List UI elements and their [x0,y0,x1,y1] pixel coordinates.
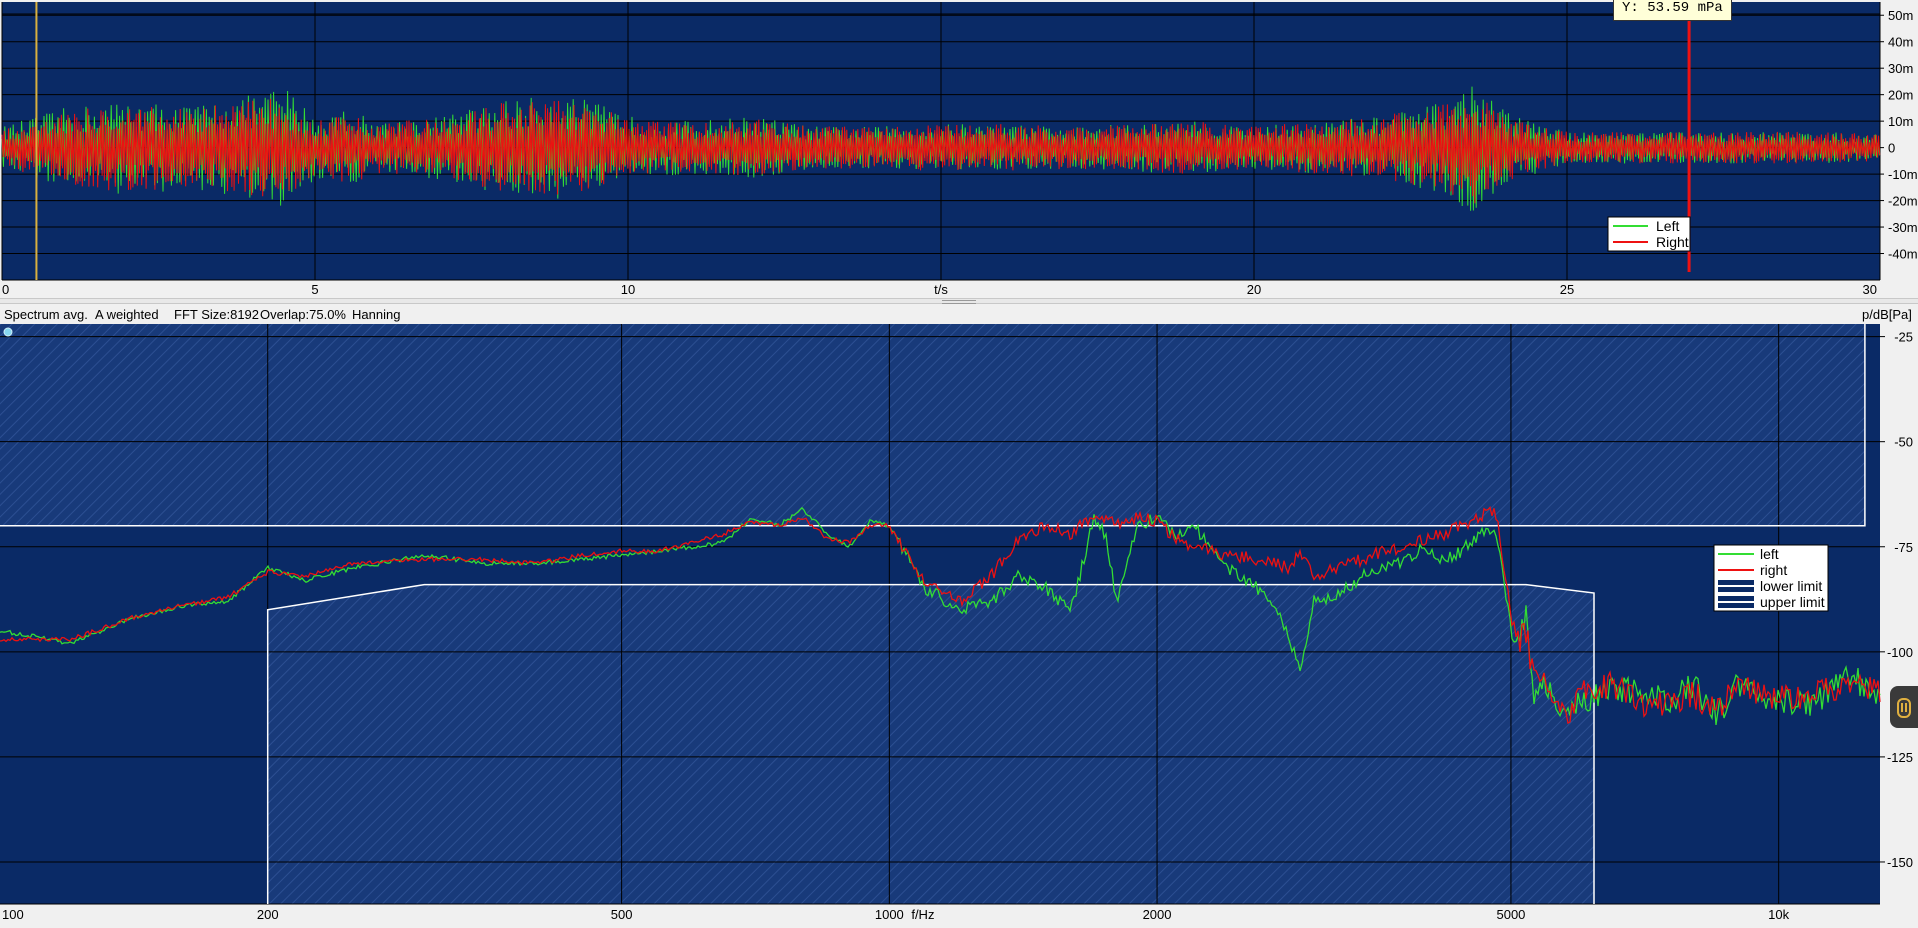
x-tick-label: 0 [2,282,9,297]
x-tick-label: 25 [1560,282,1574,297]
lower-limit-line [266,583,1595,904]
x-tick-label: 20 [1247,282,1261,297]
x-tick-label: 200 [257,907,279,922]
legend-label: upper limit [1760,594,1825,610]
legend-label: left [1760,546,1779,562]
y-tick-label: -25 [1894,330,1913,345]
upper-limit-line [0,324,1866,527]
x-tick-label: 1000 [875,907,904,922]
legend-label: Right [1656,234,1689,250]
y-tick-label: 20m [1888,88,1913,103]
spectrum-info-bar: Spectrum avg. A weighted FFT Size:8192 O… [0,304,1918,324]
overlap-label: Overlap:75.0% [260,307,346,322]
x-tick-label: 30 [1863,282,1877,297]
legend-label: lower limit [1760,578,1822,594]
x-tick-label: 10 [621,282,635,297]
legend-box [1607,216,1691,252]
y-axis-area [1880,0,1918,298]
fft-size-label: FFT Size:8192 [174,307,260,322]
upper-limit-region [0,324,1865,526]
cursor-readout-text: Y: 53.59 mPa [1622,0,1723,16]
weighting-label: A weighted [95,307,159,322]
marker-dot [3,327,13,337]
time-waveform-panel[interactable]: 50m 40m 30m 20m 10m 0 -10m -20m -30m -40m 0 5 10 t/s 2… [0,0,1918,298]
x-tick-label: 10k [1768,907,1789,922]
right-waveform [1,98,1881,204]
cursor-readout: Y: 53.59 mPa [1613,0,1732,21]
x-tick-label: t/s [934,282,948,297]
y-tick-label: 50m [1888,8,1913,23]
y-tick-label: -40m [1888,247,1918,262]
spectrum-mode: Spectrum avg. [4,307,88,322]
panel-splitter[interactable] [0,298,1918,304]
x-tick-label: 100 [2,907,24,922]
x-tick-label: 500 [611,907,633,922]
y-tick-label: -50 [1894,435,1913,450]
spectrum-unit-label: p/dB[Pa] [1862,307,1912,322]
x-tick-label: 2000 [1143,907,1172,922]
y-tick-label: 0 [1888,141,1895,156]
clip-icon [1897,698,1911,718]
time-waveform-chart[interactable]: 50m 40m 30m 20m 10m 0 -10m -20m -30m -40m 0 5 10 t/s 2… [0,0,1918,298]
y-tick-label: -125 [1887,750,1913,765]
side-panel-toggle[interactable] [1890,686,1918,728]
lower-limit-region [267,584,1595,904]
spectrum-panel[interactable]: -25 -50 -75 -100 -125 -150 100 200 500 1000 2000 50… [0,324,1918,925]
y-tick-label: 10m [1888,114,1913,129]
left-spectrum-line [0,506,1881,725]
right-spectrum-line [0,506,1881,725]
y-tick-label: 30m [1888,61,1913,76]
y-tick-label: -20m [1888,194,1918,209]
x-tick-label: 5 [311,282,318,297]
spectrum-chart[interactable]: -25 -50 -75 -100 -125 -150 100 200 500 1000 2000 50… [0,324,1918,925]
window-label: Hanning [352,307,401,322]
y-tick-label: -75 [1894,540,1913,555]
x-axis-label: f/Hz [911,907,934,922]
legend-label: right [1760,562,1787,578]
y-tick-label: 40m [1888,35,1913,50]
y-tick-label: -10m [1888,167,1918,182]
y-axis-area [1880,324,1918,925]
splitter-grip[interactable] [942,300,976,304]
x-tick-label: 5000 [1496,907,1525,922]
y-tick-label: -150 [1887,855,1913,870]
y-tick-label: -30m [1888,220,1918,235]
legend-label: Left [1656,218,1679,234]
y-tick-label: -100 [1887,645,1913,660]
